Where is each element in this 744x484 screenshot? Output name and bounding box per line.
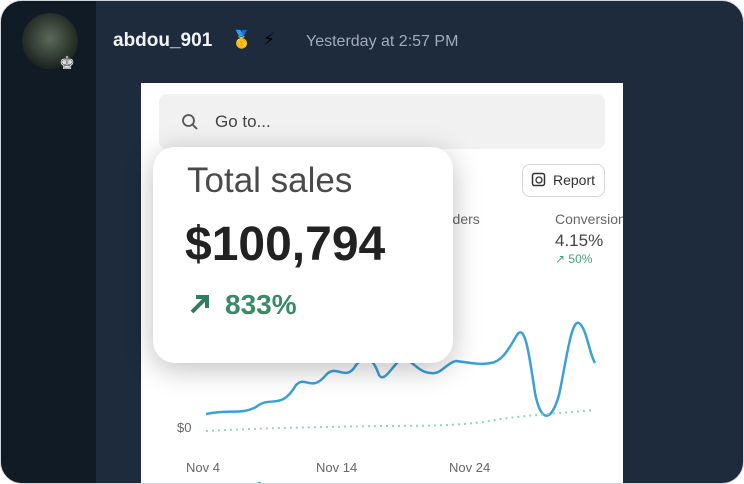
- comparison-line: [205, 409, 596, 432]
- card-title: Total sales: [187, 161, 353, 200]
- badge: 🥇: [231, 30, 253, 49]
- metric-change-value: 50%: [568, 252, 593, 266]
- metric-label: Conversion: [555, 211, 623, 227]
- timestamp: Yesterday at 2:57 PM: [306, 33, 459, 50]
- x-axis-label: Nov 14: [316, 460, 358, 475]
- sales-line: [205, 321, 597, 417]
- metric-change: ↗ 50%: [555, 252, 593, 266]
- card-value: $100,794: [185, 218, 386, 271]
- avatar-badge: ♚: [59, 53, 76, 73]
- up-arrow: [190, 295, 209, 314]
- metric-value: 4.15%: [555, 231, 604, 250]
- search-icon: [182, 114, 198, 130]
- x-axis-label: Nov 4: [186, 460, 220, 475]
- y-axis-label: $0: [177, 420, 192, 435]
- sales-chart: [205, 321, 597, 483]
- sidebar: [1, 1, 96, 483]
- x-axis-label: Nov 24: [449, 460, 491, 475]
- search-placeholder: Go to...: [215, 112, 271, 131]
- report-icon: [531, 172, 546, 187]
- card-change: 833%: [225, 289, 297, 320]
- avatar[interactable]: [22, 13, 78, 69]
- badge: ⚡: [263, 30, 275, 49]
- search-bar: Go to...: [159, 94, 605, 149]
- zoom-card: Total sales $100,794 833%: [153, 147, 453, 363]
- username[interactable]: abdou_901: [113, 30, 213, 51]
